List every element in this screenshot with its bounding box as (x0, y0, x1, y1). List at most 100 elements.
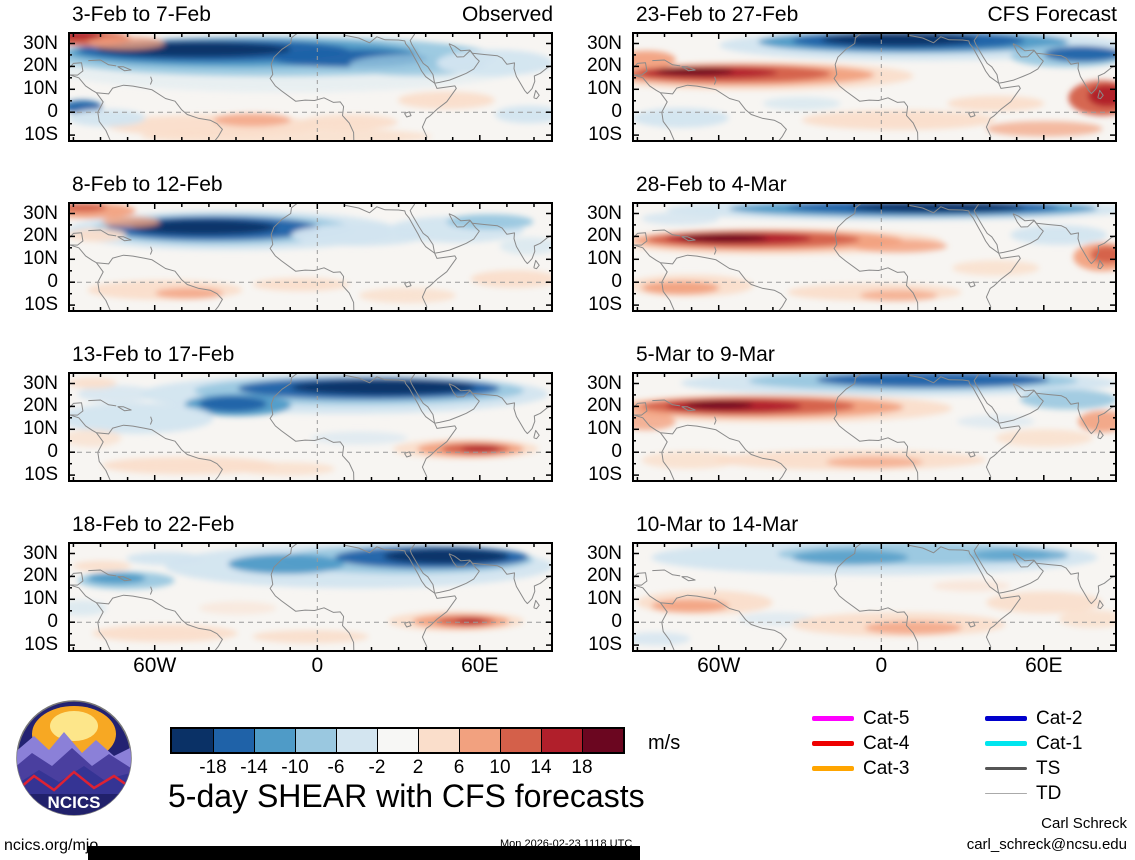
logo-text: NCICS (48, 793, 101, 812)
y-tick-label: 10N (587, 418, 622, 440)
panel-header: 23-Feb to 27-Feb CFS Forecast (632, 2, 1117, 30)
panel-title: 18-Feb to 22-Feb (72, 513, 235, 536)
legend-item-cat-1: Cat-1 (985, 731, 1082, 756)
panel-title: 13-Feb to 17-Feb (72, 343, 235, 366)
map-border (68, 202, 553, 312)
map-canvas (632, 372, 1117, 482)
colorbar-cell (336, 729, 377, 752)
panel-header: 10-Mar to 14-Mar (632, 512, 1117, 540)
legend-label: Cat-5 (863, 707, 910, 729)
colorbar-cell (582, 729, 623, 752)
colorbar-level-label: 2 (412, 757, 424, 778)
map-border (632, 32, 1117, 142)
map-canvas (68, 372, 553, 482)
map-border (632, 202, 1117, 312)
colorbar-cell (418, 729, 459, 752)
colorbar-cell (459, 729, 500, 752)
panel-title: 3-Feb to 7-Feb (72, 3, 211, 26)
y-tick-label: 10S (588, 124, 622, 146)
colorbar-level-label: 18 (571, 757, 593, 778)
colorbar-level-label: -18 (199, 757, 227, 778)
anomaly-blobs (632, 202, 1117, 301)
panel-title: 8-Feb to 12-Feb (72, 173, 223, 196)
map-panel-svg (68, 202, 553, 312)
legend-item-td: TD (985, 781, 1082, 806)
map-canvas (68, 32, 553, 142)
anomaly-blobs (68, 203, 553, 304)
map-panel-svg (68, 372, 553, 482)
legend-label: TD (1036, 782, 1062, 804)
y-tick-label: 10N (587, 588, 622, 610)
ncics-logo: NCICS (14, 698, 134, 818)
y-tick-label: 20N (23, 565, 58, 587)
site-link[interactable]: ncics.org/mjo (4, 837, 99, 854)
y-tick-label: 10S (588, 464, 622, 486)
legend-line-icon (985, 716, 1027, 721)
legend-item-cat-5: Cat-5 (812, 706, 909, 731)
coastlines (632, 542, 1117, 652)
map-border (68, 32, 553, 142)
map-panel-svg (68, 542, 553, 652)
y-tick-label: 30N (587, 542, 622, 564)
y-tick-label: 20N (23, 395, 58, 417)
colorbar-level-label: -10 (281, 757, 309, 778)
y-tick-label: 0 (611, 441, 622, 463)
y-tick-label: 20N (23, 55, 58, 77)
y-axis-labels: 30N 20N 10N 0 10S (0, 542, 62, 656)
legend-item-cat-2: Cat-2 (985, 706, 1082, 731)
x-tick-label: 60W (133, 654, 177, 677)
map-panel-svg (632, 202, 1117, 312)
panel-header: 8-Feb to 12-Feb (68, 172, 553, 200)
coastlines (68, 542, 553, 652)
legend-line-icon (812, 741, 854, 746)
colorbar-cell (213, 729, 254, 752)
colorbar-cell (500, 729, 541, 752)
y-tick-label: 10S (588, 294, 622, 316)
map-border (68, 542, 553, 652)
storm-legend-col1: Cat-5 Cat-4 Cat-3 (812, 706, 909, 781)
credit-name: Carl Schreck (1041, 815, 1127, 832)
y-tick-label: 0 (47, 441, 58, 463)
panel-header: 13-Feb to 17-Feb (68, 342, 553, 370)
colorbar-cell (172, 729, 213, 752)
animation-scrubber-bar[interactable] (88, 846, 640, 860)
y-axis-labels: 30N 20N 10N 0 10S (564, 32, 626, 146)
y-axis-labels: 30N 20N 10N 0 10S (0, 32, 62, 146)
y-tick-label: 10N (587, 78, 622, 100)
legend-label: TS (1036, 757, 1061, 779)
y-tick-label: 20N (587, 225, 622, 247)
y-axis-labels: 30N 20N 10N 0 10S (564, 542, 626, 656)
y-tick-label: 0 (611, 271, 622, 293)
legend-item-cat-3: Cat-3 (812, 756, 909, 781)
map-panel-svg (68, 32, 553, 142)
legend-item-cat-4: Cat-4 (812, 731, 909, 756)
y-tick-label: 30N (587, 32, 622, 54)
map-panel: 13-Feb to 17-Feb 30N 20N 10N 0 10S (0, 342, 553, 485)
storm-legend-col2: Cat-2 Cat-1 TS TD (985, 706, 1082, 806)
credit-email[interactable]: carl_schreck@ncsu.edu (966, 836, 1127, 853)
x-tick-label: 60W (697, 654, 741, 677)
y-tick-label: 0 (47, 611, 58, 633)
panel-header: 5-Mar to 9-Mar (632, 342, 1117, 370)
y-axis-labels: 30N 20N 10N 0 10S (0, 202, 62, 316)
anomaly-blobs (68, 32, 553, 142)
colorbar: -18 -14 -10 -6 -2 2 6 10 14 18 (170, 727, 630, 783)
y-tick-label: 10S (24, 634, 58, 656)
map-panel: 23-Feb to 27-Feb CFS Forecast 30N 20N 10N 0… (564, 2, 1117, 146)
panel-header: 28-Feb to 4-Mar (632, 172, 1117, 200)
panel-column-header: CFS Forecast (987, 3, 1117, 26)
colorbar-cells (170, 727, 625, 754)
colorbar-cell (541, 729, 582, 752)
y-tick-label: 20N (587, 395, 622, 417)
colorbar-cell (254, 729, 295, 752)
y-tick-label: 30N (587, 202, 622, 224)
panel-title: 28-Feb to 4-Mar (636, 173, 787, 196)
x-tick-label: 60E (1025, 654, 1063, 677)
x-tick-label: 0 (311, 654, 324, 677)
colorbar-level-label: -6 (327, 757, 345, 778)
legend-line-icon (985, 792, 1027, 795)
map-panel: 3-Feb to 7-Feb Observed 30N 20N 10N 0 10S (0, 2, 553, 146)
map-canvas (632, 542, 1117, 652)
y-tick-label: 0 (47, 101, 58, 123)
y-tick-label: 20N (587, 565, 622, 587)
